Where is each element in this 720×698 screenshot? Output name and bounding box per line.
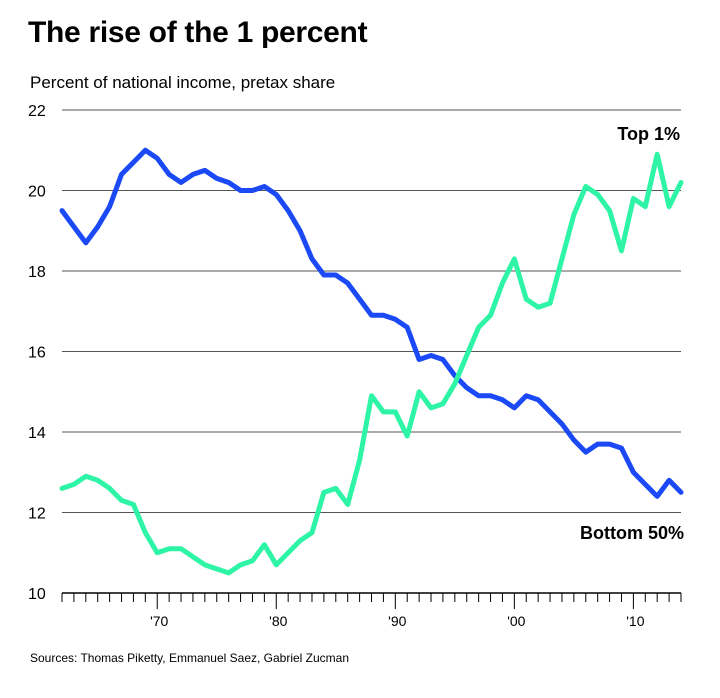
y-tick-label: 16	[28, 345, 46, 362]
y-tick-label: 10	[28, 586, 46, 603]
y-tick-label: 12	[28, 506, 46, 523]
line-chart: 10 12 14 16 18 20 22 '70 '80 '90 '00 '10 Top 1% Bo…	[28, 103, 684, 629]
chart-subtitle: Percent of national income, pretax share	[30, 73, 336, 92]
x-tick-label: '70	[150, 613, 168, 629]
y-axis-ticks: 10 12 14 16 18 20 22	[28, 103, 46, 603]
source-note: Sources: Thomas Piketty, Emmanuel Saez, …	[30, 651, 350, 665]
x-tick-label: '00	[507, 613, 525, 629]
series-line-top-1	[59, 151, 684, 576]
x-tick-label: '10	[626, 613, 644, 629]
y-tick-label: 14	[28, 425, 46, 442]
gridlines	[62, 109, 681, 594]
x-tick-label: '90	[388, 613, 406, 629]
y-tick-label: 20	[28, 184, 46, 201]
y-tick-label: 22	[28, 103, 46, 120]
series-label-bottom-50: Bottom 50%	[580, 523, 684, 543]
y-tick-label: 18	[28, 264, 46, 281]
x-tick-label: '80	[269, 613, 287, 629]
series-label-top-1: Top 1%	[617, 124, 680, 144]
series-line-bottom-50	[59, 147, 684, 499]
chart-title: The rise of the 1 percent	[28, 16, 368, 49]
series-lines	[59, 147, 684, 576]
x-axis: '70 '80 '90 '00 '10	[61, 593, 682, 629]
